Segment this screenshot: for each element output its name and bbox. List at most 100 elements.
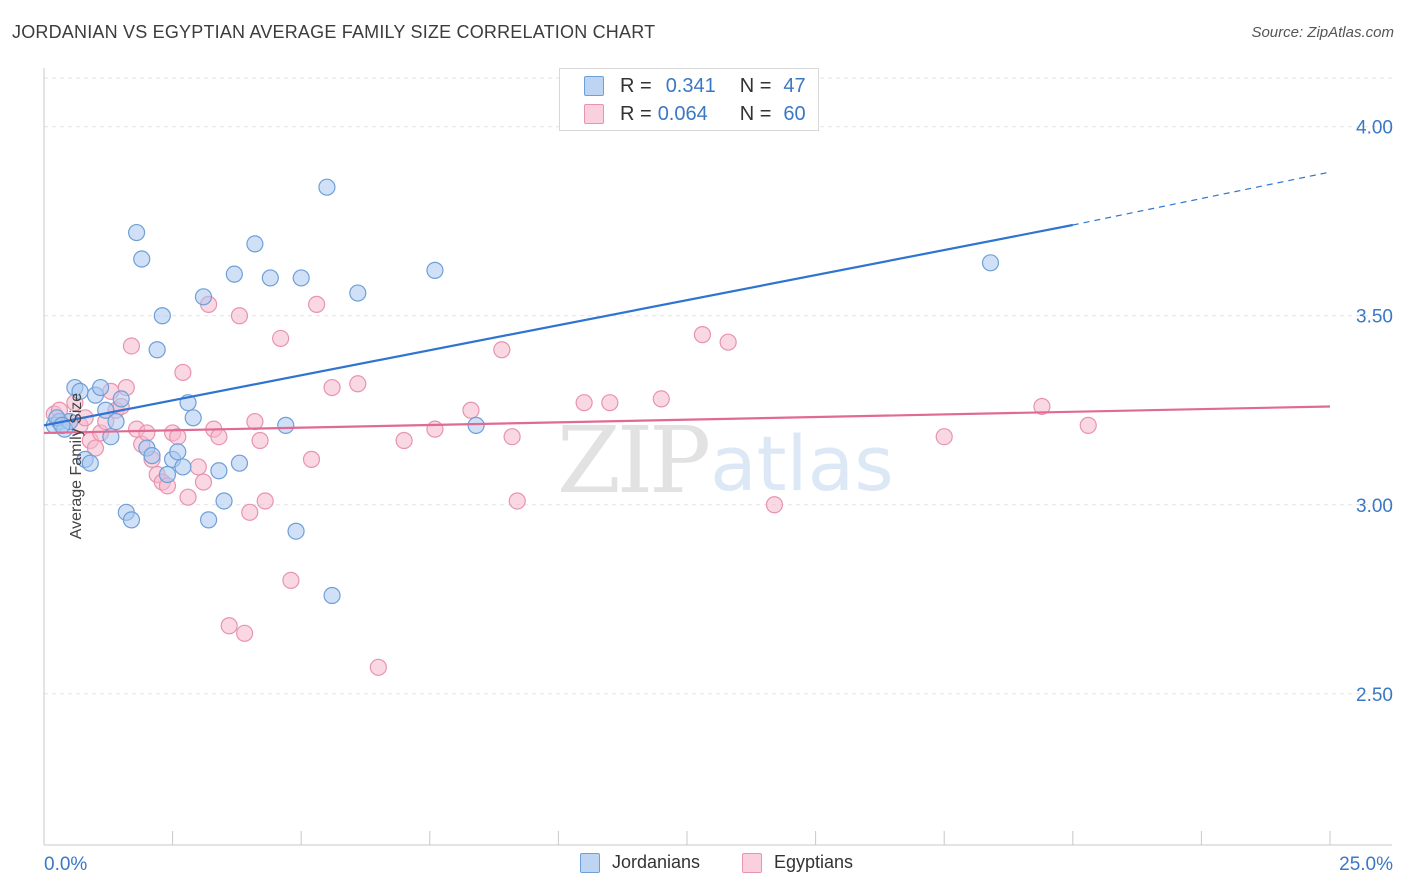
legend-n-label: N = bbox=[739, 102, 772, 125]
egyptian-point bbox=[308, 295, 326, 313]
y-tick-label: 2.50 bbox=[1356, 685, 1393, 706]
egyptian-point bbox=[1079, 416, 1097, 434]
egyptians-trend-line bbox=[43, 405, 1331, 435]
egyptian-point bbox=[349, 375, 367, 393]
egyptian-point bbox=[323, 378, 341, 397]
legend-item-jordanians[interactable]: Jordanians bbox=[580, 852, 700, 873]
egyptian-point bbox=[272, 329, 290, 348]
legend-row-jordanians: R = 0.341 N = 47 bbox=[584, 73, 806, 99]
watermark-atlas: atlas bbox=[710, 419, 894, 508]
jordanian-point bbox=[133, 250, 151, 268]
y-tick-label: 4.00 bbox=[1356, 118, 1393, 139]
source-label: Source: ZipAtlas.com bbox=[1251, 24, 1394, 41]
egyptian-point bbox=[174, 363, 192, 382]
jordanian-point bbox=[981, 254, 1000, 272]
legend-n-value: 47 bbox=[783, 74, 806, 97]
jordanian-point bbox=[200, 511, 218, 529]
jordanian-point bbox=[107, 412, 125, 431]
legend-swatch-egyptians bbox=[742, 852, 762, 873]
egyptian-point bbox=[935, 428, 953, 446]
egyptian-point bbox=[508, 492, 526, 510]
jordanians-trend-line bbox=[43, 223, 1074, 427]
jordanian-point bbox=[225, 265, 243, 283]
egyptian-point bbox=[236, 624, 254, 642]
jordanians-trend-extension bbox=[1072, 171, 1331, 226]
egyptian-point bbox=[122, 337, 141, 355]
egyptian-point bbox=[251, 431, 269, 450]
jordanian-point bbox=[261, 269, 279, 287]
jordanian-point bbox=[122, 511, 141, 529]
legend-label-jordanians: Jordanians bbox=[612, 852, 701, 872]
egyptian-point bbox=[719, 333, 737, 351]
trend-layer bbox=[43, 171, 1331, 435]
jordanian-point bbox=[230, 454, 249, 472]
legend-n-value: 60 bbox=[783, 102, 806, 125]
egyptian-point bbox=[302, 450, 321, 468]
legend-r-label: R = bbox=[620, 102, 652, 125]
legend-swatch-jordanians bbox=[584, 76, 604, 96]
egyptian-point bbox=[282, 571, 300, 589]
egyptian-point bbox=[503, 428, 521, 446]
jordanian-point bbox=[215, 492, 233, 510]
egyptian-point bbox=[601, 394, 619, 412]
jordanian-point bbox=[81, 454, 99, 472]
jordanian-point bbox=[292, 269, 310, 287]
jordanian-point bbox=[426, 261, 444, 279]
legend-swatch-jordanians bbox=[580, 852, 600, 873]
egyptian-point bbox=[395, 431, 413, 450]
egyptian-point bbox=[230, 307, 249, 325]
egyptian-point bbox=[138, 424, 156, 442]
jordanian-point bbox=[318, 178, 336, 196]
jordanian-point bbox=[467, 416, 485, 434]
egyptian-point bbox=[256, 492, 274, 510]
egyptian-point bbox=[693, 326, 712, 344]
tick-label-layer: 2.50 3.00 3.50 4.00 0.0% 25.0% bbox=[44, 118, 1393, 875]
watermark-zip: ZIP bbox=[557, 407, 708, 514]
egyptian-point bbox=[462, 401, 480, 419]
egyptian-point bbox=[189, 458, 207, 476]
jordanian-point bbox=[153, 307, 171, 325]
legend-row-egyptians: R = 0.064 N = 60 bbox=[584, 101, 806, 127]
egyptian-point bbox=[179, 488, 197, 506]
legend-label-egyptians: Egyptians bbox=[774, 852, 854, 872]
jordanian-point bbox=[210, 462, 228, 480]
jordanian-point bbox=[349, 284, 367, 302]
jordanian-point bbox=[277, 416, 295, 434]
egyptian-point bbox=[369, 658, 387, 676]
jordanian-point bbox=[148, 341, 166, 359]
chart-title: JORDANIAN VS EGYPTIAN AVERAGE FAMILY SIZ… bbox=[12, 22, 656, 42]
egyptian-point bbox=[246, 412, 264, 431]
egyptian-point bbox=[220, 617, 238, 635]
legend-item-egyptians[interactable]: Egyptians bbox=[742, 852, 853, 873]
jordanian-point bbox=[143, 447, 161, 465]
egyptian-point bbox=[765, 496, 784, 514]
jordanian-point bbox=[158, 465, 177, 484]
jordanian-point bbox=[323, 586, 341, 605]
legend-r-value: 0.341 bbox=[665, 74, 716, 97]
egyptian-point bbox=[1033, 397, 1051, 416]
egyptian-point bbox=[575, 394, 593, 412]
jordanian-point bbox=[246, 235, 264, 253]
jordanian-point bbox=[184, 409, 202, 427]
series-legend: Jordanians Egyptians bbox=[0, 852, 1406, 878]
egyptian-point bbox=[194, 473, 213, 491]
axis-layer bbox=[43, 68, 1392, 846]
egyptian-point bbox=[86, 439, 105, 457]
legend-r-label: R = bbox=[620, 74, 652, 97]
legend-r-value: 0.064 bbox=[657, 102, 708, 125]
watermark: ZIP atlas bbox=[557, 407, 894, 514]
x-tick-label: 0.0% bbox=[44, 854, 87, 875]
jordanian-point bbox=[287, 522, 305, 540]
egyptian-point bbox=[241, 503, 259, 521]
jordanian-point bbox=[112, 390, 130, 408]
egyptian-point bbox=[426, 420, 444, 438]
y-tick-label: 3.00 bbox=[1356, 496, 1393, 517]
jordanian-point bbox=[169, 443, 187, 461]
stats-legend: R = 0.341 N = 47 R = 0.064 N = 60 bbox=[559, 68, 819, 131]
egyptian-point bbox=[652, 390, 670, 408]
egyptian-point bbox=[493, 341, 511, 359]
jordanian-point bbox=[174, 458, 192, 476]
y-axis-label: Average Family Size bbox=[68, 392, 86, 540]
y-tick-label: 3.50 bbox=[1356, 307, 1393, 328]
